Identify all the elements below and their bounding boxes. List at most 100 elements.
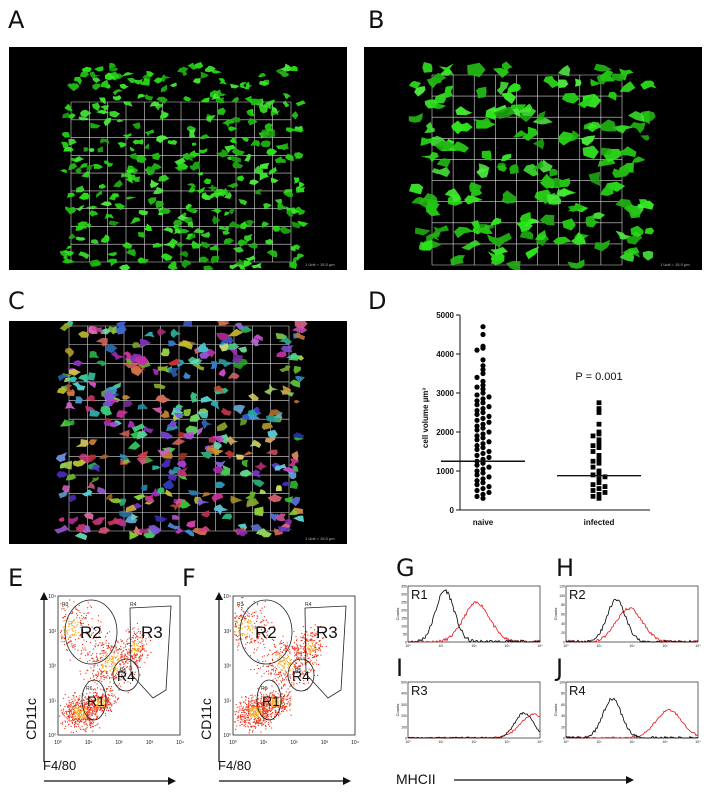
green-cell [490, 246, 509, 256]
flow-event [137, 638, 139, 640]
flow-event [94, 688, 96, 690]
flow-event [269, 710, 271, 712]
flow-event [242, 707, 244, 709]
flow-event [289, 709, 291, 711]
green-cell [549, 168, 558, 177]
segmented-cell [100, 405, 113, 416]
flow-event [309, 649, 311, 651]
flow-event [83, 717, 85, 719]
flow-event [271, 696, 273, 698]
flow-event [309, 661, 311, 663]
flow-event [119, 657, 121, 659]
segmented-cell [68, 369, 81, 376]
flow-event [278, 703, 280, 705]
segmented-cell [168, 474, 177, 482]
green-cell [210, 208, 222, 214]
flow-event [90, 723, 92, 725]
flow-event [248, 707, 250, 709]
flow-event [266, 716, 268, 718]
flow-event [279, 653, 281, 655]
green-cell [196, 186, 206, 194]
flow-event [291, 667, 293, 669]
flow-event [119, 663, 121, 665]
flow-event [253, 718, 255, 720]
green-cell [420, 137, 437, 146]
flow-event [84, 713, 86, 715]
naive-data-point [486, 404, 492, 410]
flow-event [261, 702, 263, 704]
flow-event [86, 727, 88, 729]
flow-event [74, 721, 76, 723]
flow-event [276, 668, 278, 670]
green-cell [500, 153, 512, 161]
flow-event [69, 599, 71, 601]
segmented-cell [72, 382, 86, 391]
flow-event [279, 704, 281, 706]
flow-event [89, 713, 91, 715]
flow-event [293, 663, 295, 665]
green-cell [239, 81, 247, 88]
infected-data-point [590, 482, 596, 488]
green-cell [218, 225, 229, 232]
green-cell [109, 62, 116, 71]
flow-event [78, 723, 80, 725]
flow-event [98, 615, 100, 617]
gate-r1 [256, 679, 282, 721]
flow-event [316, 634, 318, 636]
flow-event [129, 682, 131, 684]
flow-event [293, 648, 295, 650]
flow-event [237, 631, 239, 633]
flow-event [141, 653, 143, 655]
flow-event [99, 632, 101, 634]
flow-event [125, 661, 127, 663]
flow-event [262, 700, 264, 702]
flow-event [67, 642, 69, 644]
flow-event [269, 709, 271, 711]
flow-event [283, 696, 285, 698]
flow-event [291, 684, 293, 686]
green-cell [203, 178, 212, 185]
flow-event [255, 717, 257, 719]
segmented-cell [56, 471, 69, 478]
flow-event [80, 718, 82, 720]
green-cell [106, 84, 111, 89]
flow-event [88, 719, 90, 721]
flow-event [265, 728, 267, 730]
flow-event [68, 710, 70, 712]
flow-event [257, 616, 259, 618]
flow-event [89, 659, 91, 661]
flow-event [270, 674, 272, 676]
segmented-cell [253, 334, 263, 341]
flow-event [75, 726, 77, 728]
flow-event [240, 633, 242, 635]
flow-event [270, 672, 272, 674]
flow-event [75, 704, 77, 706]
flow-event [241, 638, 243, 640]
flow-event [273, 718, 275, 720]
flow-event [77, 718, 79, 720]
flow-event [249, 730, 251, 732]
green-cell [543, 76, 559, 89]
naive-data-point [480, 441, 486, 447]
flow-event [88, 716, 90, 718]
flow-event [304, 641, 306, 643]
flow-event [249, 620, 251, 622]
segmented-cell [292, 326, 308, 334]
flow-event [122, 672, 124, 674]
segmented-cell [130, 365, 143, 377]
flow-event [72, 706, 74, 708]
flow-event [253, 705, 255, 707]
flow-event [87, 710, 89, 712]
flow-event [308, 647, 310, 649]
flow-event [72, 703, 74, 705]
flow-event [97, 687, 99, 689]
flow-event [148, 636, 150, 638]
green-cell [193, 228, 205, 234]
naive-data-point [474, 482, 480, 488]
green-cell [230, 116, 241, 123]
flow-event [316, 637, 318, 639]
flow-event [123, 682, 125, 684]
segmented-cell [89, 476, 100, 484]
flow-event [115, 645, 117, 647]
